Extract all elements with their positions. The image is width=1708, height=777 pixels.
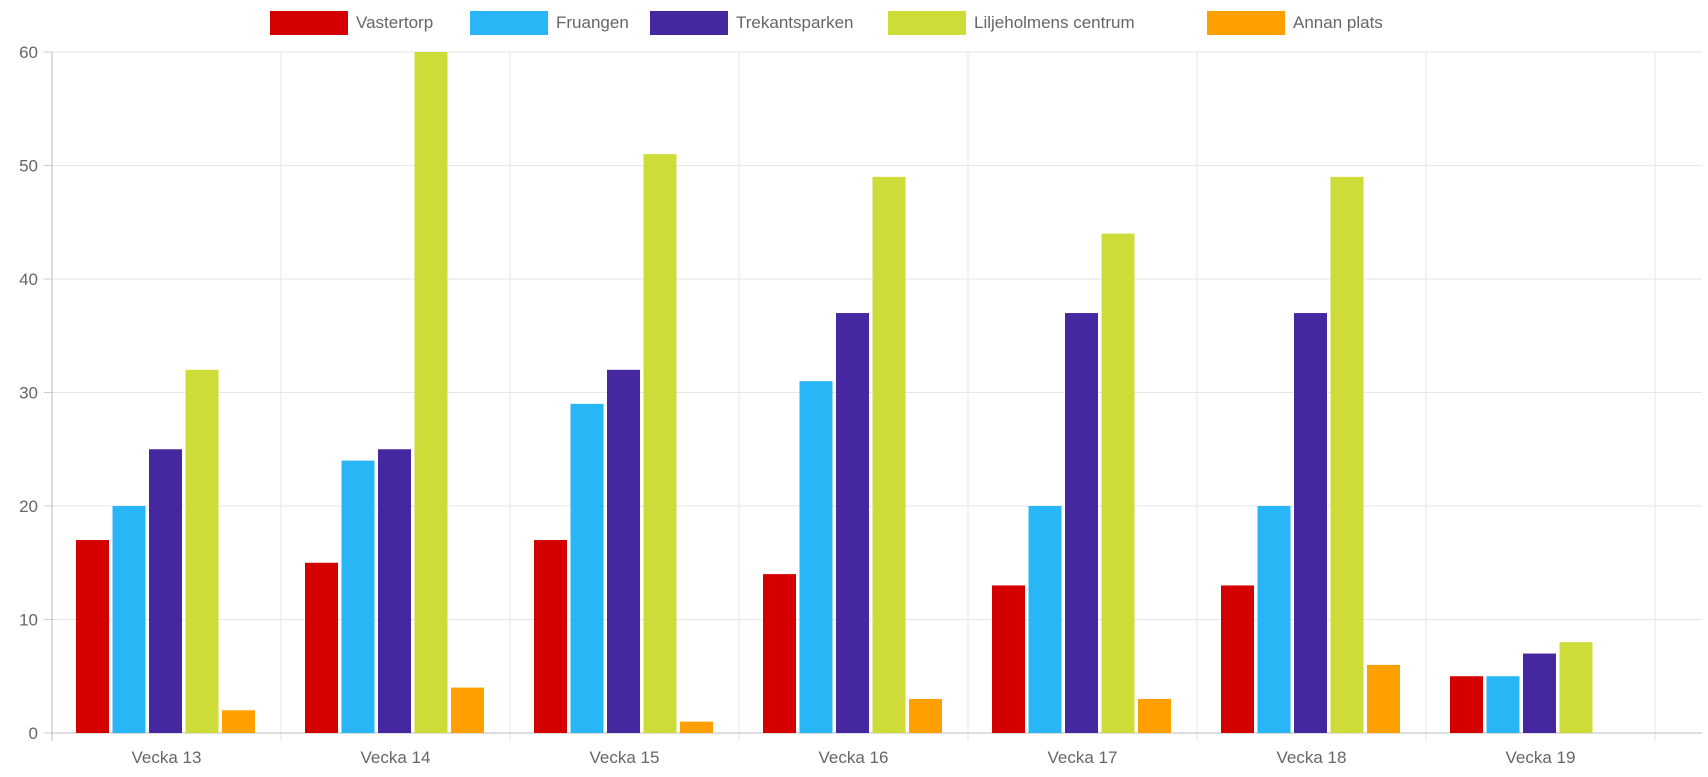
legend-label: Vastertorp bbox=[356, 13, 434, 32]
legend-label: Trekantsparken bbox=[736, 13, 854, 32]
bar-liljeholmens-centrum-vecka-16[interactable] bbox=[872, 176, 906, 734]
x-tick-label: Vecka 19 bbox=[1506, 748, 1576, 767]
x-tick-label: Vecka 17 bbox=[1048, 748, 1118, 767]
bar-fruangen-vecka-15[interactable] bbox=[570, 403, 604, 733]
legend-item-annan-plats[interactable]: Annan plats bbox=[1207, 10, 1383, 36]
bar-trekantsparken-vecka-13[interactable] bbox=[149, 449, 182, 733]
y-tick-label: 30 bbox=[19, 384, 38, 403]
y-tick-label: 20 bbox=[19, 497, 38, 516]
bar-vastertorp-vecka-15[interactable] bbox=[534, 540, 567, 733]
bar-vastertorp-vecka-17[interactable] bbox=[992, 585, 1025, 733]
legend-swatch bbox=[270, 11, 348, 35]
bar-annan-plats-vecka-15[interactable] bbox=[680, 721, 713, 733]
bar-annan-plats-vecka-18[interactable] bbox=[1367, 664, 1400, 733]
legend-label: Annan plats bbox=[1293, 13, 1383, 32]
x-tick-label: Vecka 13 bbox=[132, 748, 202, 767]
y-tick-label: 60 bbox=[19, 43, 38, 62]
bar-annan-plats-vecka-13[interactable] bbox=[222, 710, 255, 733]
bar-trekantsparken-vecka-15[interactable] bbox=[607, 369, 640, 733]
legend-swatch bbox=[650, 11, 728, 35]
bar-vastertorp-vecka-16[interactable] bbox=[763, 574, 796, 733]
bar-liljeholmens-centrum-vecka-19[interactable] bbox=[1559, 642, 1593, 733]
bar-trekantsparken-vecka-16[interactable] bbox=[836, 313, 869, 733]
bar-liljeholmens-centrum-vecka-13[interactable] bbox=[185, 369, 219, 733]
bar-liljeholmens-centrum-vecka-15[interactable] bbox=[643, 154, 677, 733]
x-tick-label: Vecka 18 bbox=[1277, 748, 1347, 767]
bar-annan-plats-vecka-16[interactable] bbox=[909, 698, 942, 733]
bar-vastertorp-vecka-18[interactable] bbox=[1221, 585, 1254, 733]
bar-liljeholmens-centrum-vecka-18[interactable] bbox=[1330, 176, 1364, 734]
legend-swatch bbox=[888, 11, 966, 35]
bar-annan-plats-vecka-17[interactable] bbox=[1138, 698, 1171, 733]
y-tick-label: 0 bbox=[29, 724, 38, 743]
legend-swatch bbox=[1207, 11, 1285, 35]
bar-trekantsparken-vecka-18[interactable] bbox=[1294, 313, 1327, 733]
legend-item-vastertorp[interactable]: Vastertorp bbox=[270, 10, 433, 36]
bar-fruangen-vecka-18[interactable] bbox=[1257, 506, 1291, 733]
x-tick-label: Vecka 14 bbox=[361, 748, 431, 767]
y-tick-label: 50 bbox=[19, 157, 38, 176]
legend: Vastertorp Fruangen Trekantsparken Liljehol… bbox=[0, 10, 1708, 50]
legend-swatch bbox=[470, 11, 548, 35]
bar-fruangen-vecka-14[interactable] bbox=[341, 460, 375, 733]
bar-vastertorp-vecka-13[interactable] bbox=[76, 540, 109, 733]
bar-annan-plats-vecka-14[interactable] bbox=[451, 687, 484, 733]
y-tick-label: 10 bbox=[19, 611, 38, 630]
bar-fruangen-vecka-19[interactable] bbox=[1486, 676, 1520, 733]
bar-trekantsparken-vecka-19[interactable] bbox=[1523, 653, 1556, 733]
bar-vastertorp-vecka-14[interactable] bbox=[305, 562, 338, 733]
bar-fruangen-vecka-16[interactable] bbox=[799, 381, 833, 733]
bar-vastertorp-vecka-19[interactable] bbox=[1450, 676, 1483, 733]
legend-item-liljeholmens-centrum[interactable]: Liljeholmens centrum bbox=[888, 10, 1135, 36]
bar-liljeholmens-centrum-vecka-14[interactable] bbox=[414, 52, 448, 733]
bar-fruangen-vecka-17[interactable] bbox=[1028, 506, 1062, 733]
bar-fruangen-vecka-13[interactable] bbox=[112, 506, 146, 733]
bar-trekantsparken-vecka-17[interactable] bbox=[1065, 313, 1098, 733]
bar-liljeholmens-centrum-vecka-17[interactable] bbox=[1101, 233, 1135, 733]
legend-label: Fruangen bbox=[556, 13, 629, 32]
legend-item-fruangen[interactable]: Fruangen bbox=[470, 10, 629, 36]
x-tick-label: Vecka 16 bbox=[819, 748, 889, 767]
y-tick-label: 40 bbox=[19, 270, 38, 289]
legend-label: Liljeholmens centrum bbox=[974, 13, 1135, 32]
legend-item-trekantsparken[interactable]: Trekantsparken bbox=[650, 10, 853, 36]
bar-trekantsparken-vecka-14[interactable] bbox=[378, 449, 411, 733]
x-tick-label: Vecka 15 bbox=[590, 748, 660, 767]
